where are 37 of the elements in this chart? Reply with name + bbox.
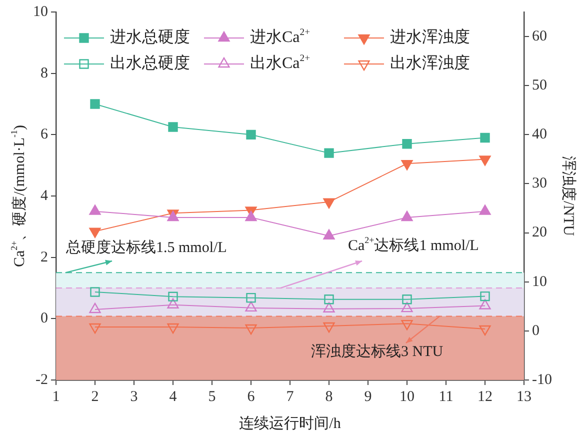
x-axis-title: 连续运行时间/h — [239, 414, 342, 432]
legend-label: 出水浑浊度 — [390, 54, 470, 72]
x-tick-label: 1 — [52, 388, 60, 405]
y2-tick-label: -10 — [532, 372, 552, 388]
y2-tick-label: 0 — [532, 322, 540, 339]
y2-axis-title: 浑浊度/NTU — [560, 156, 578, 236]
x-tick-label: 2 — [91, 388, 99, 405]
legend-label: 进水浑浊度 — [390, 28, 470, 46]
y-tick-label: 4 — [40, 188, 48, 204]
y2-tick-label: 30 — [532, 176, 548, 192]
y-tick-label: 0 — [40, 310, 48, 327]
x-tick-label: 8 — [325, 388, 333, 405]
ref-line-label: 浑浊度达标线3 NTU — [311, 342, 444, 360]
y-axis-title: Ca2+、硬度/(mmol·L-1) — [9, 124, 28, 268]
y2-tick-label: 50 — [532, 78, 548, 94]
x-tick-label: 9 — [364, 388, 372, 405]
x-tick-label: 12 — [478, 388, 493, 405]
x-tick-label: 13 — [516, 388, 532, 405]
y-tick-label: 6 — [40, 126, 48, 143]
ref-line-label: 总硬度达标线1.5 mmol/L — [65, 238, 227, 256]
y-tick-label: 8 — [40, 65, 48, 82]
x-tick-label: 3 — [130, 388, 138, 405]
x-tick-label: 11 — [438, 388, 454, 405]
x-tick-label: 4 — [169, 388, 178, 405]
legend-label: 进水总硬度 — [110, 28, 190, 46]
x-tick-label: 5 — [208, 388, 216, 405]
y2-tick-label: 40 — [532, 126, 548, 143]
y2-tick-label: 20 — [532, 224, 548, 241]
y-tick-label: -2 — [36, 372, 48, 388]
y2-tick-label: 60 — [532, 28, 548, 44]
x-tick-label: 7 — [286, 388, 294, 405]
x-tick-label: 10 — [400, 388, 415, 405]
y2-tick-label: 10 — [532, 274, 548, 290]
legend-label: 出水总硬度 — [110, 54, 190, 72]
x-tick-label: 6 — [247, 388, 256, 405]
y-tick-label: 10 — [33, 4, 48, 20]
y-tick-label: 2 — [40, 249, 48, 266]
